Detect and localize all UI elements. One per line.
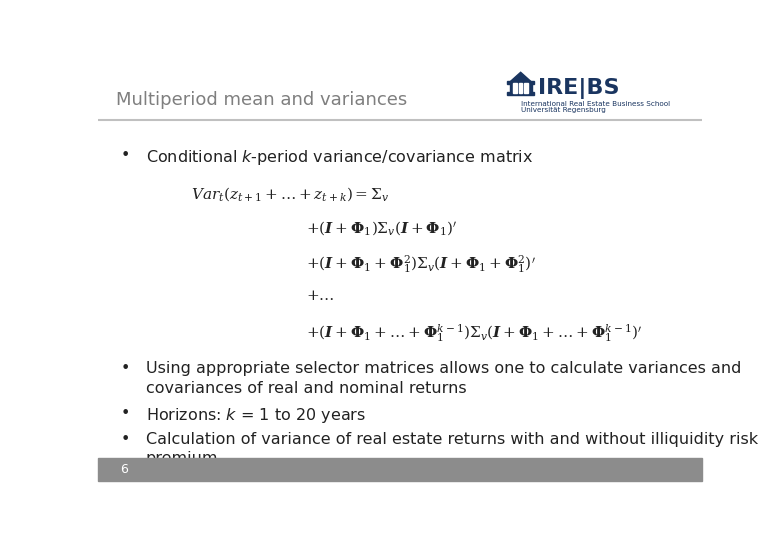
Text: Using appropriate selector matrices allows one to calculate variances and
covari: Using appropriate selector matrices allo… <box>146 361 741 396</box>
Bar <box>510 83 531 93</box>
Text: Calculation of variance of real estate returns with and without illiquidity risk: Calculation of variance of real estate r… <box>146 431 758 467</box>
Polygon shape <box>509 72 533 83</box>
Text: $+(\boldsymbol{I}+\boldsymbol{\Phi}_1+\boldsymbol{\Phi}_1^2)\Sigma_v(\boldsymbol: $+(\boldsymbol{I}+\boldsymbol{\Phi}_1+\b… <box>306 254 536 275</box>
Text: •: • <box>120 406 129 421</box>
Bar <box>98 458 702 481</box>
Text: $+(\boldsymbol{I}+\boldsymbol{\Phi}_1)\Sigma_v(\boldsymbol{I}+\boldsymbol{\Phi}_: $+(\boldsymbol{I}+\boldsymbol{\Phi}_1)\S… <box>306 219 458 237</box>
Bar <box>519 83 523 93</box>
Text: Horizons: $k$ = 1 to 20 years: Horizons: $k$ = 1 to 20 years <box>146 406 366 425</box>
Text: 6: 6 <box>120 463 129 476</box>
Text: Universität Regensburg: Universität Regensburg <box>521 107 605 113</box>
Text: Conditional $k$-period variance/covariance matrix: Conditional $k$-period variance/covarian… <box>146 148 533 167</box>
Text: $+(\boldsymbol{I}+\boldsymbol{\Phi}_1+\ldots+\boldsymbol{\Phi}_1^{k-1})\Sigma_v(: $+(\boldsymbol{I}+\boldsymbol{\Phi}_1+\l… <box>306 322 643 343</box>
Text: International Real Estate Business School: International Real Estate Business Schoo… <box>521 102 670 107</box>
Text: •: • <box>120 361 129 376</box>
Text: Multiperiod mean and variances: Multiperiod mean and variances <box>115 91 407 109</box>
Bar <box>513 83 517 93</box>
Text: •: • <box>120 431 129 447</box>
Bar <box>507 92 534 94</box>
Bar <box>98 65 702 122</box>
Text: •: • <box>120 148 129 163</box>
Bar <box>507 82 534 84</box>
Text: $Var_t(z_{t+1}+\ldots+z_{t+k})=\Sigma_v$: $Var_t(z_{t+1}+\ldots+z_{t+k})=\Sigma_v$ <box>191 185 390 203</box>
Text: IRE|BS: IRE|BS <box>537 78 619 99</box>
Text: $+\ldots$: $+\ldots$ <box>306 288 335 302</box>
Bar <box>524 83 528 93</box>
